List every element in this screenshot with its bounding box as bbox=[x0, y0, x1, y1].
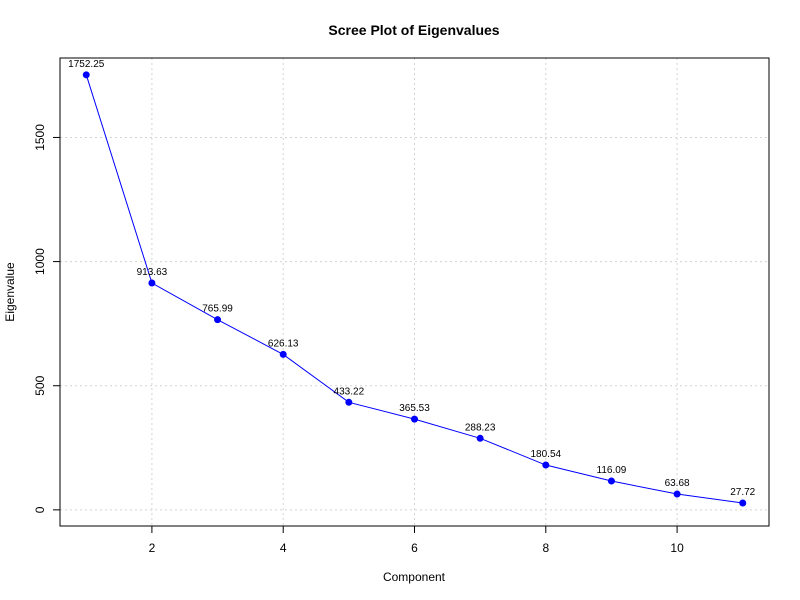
data-point bbox=[607, 477, 615, 485]
x-axis: 2 4 6 8 10 bbox=[149, 526, 684, 555]
data-point bbox=[345, 398, 353, 406]
data-labels: 1752.25 913.63 765.99 626.13 433.22 365.53 288… bbox=[68, 59, 756, 498]
data-point bbox=[279, 350, 287, 358]
data-point bbox=[214, 316, 222, 324]
data-label: 365.53 bbox=[399, 403, 430, 414]
x-tick-label: 6 bbox=[411, 541, 418, 555]
y-tick-label: 1500 bbox=[33, 124, 47, 151]
y-tick-label: 1000 bbox=[33, 248, 47, 275]
data-point bbox=[739, 499, 747, 507]
data-label: 116.09 bbox=[597, 465, 627, 476]
data-point bbox=[82, 71, 90, 79]
data-label: 433.22 bbox=[334, 386, 365, 397]
data-label: 626.13 bbox=[268, 338, 299, 349]
chart-title: Scree Plot of Eigenvalues bbox=[328, 22, 499, 38]
x-tick-label: 10 bbox=[670, 541, 684, 555]
data-point bbox=[148, 279, 156, 287]
data-point bbox=[542, 461, 550, 469]
x-axis-label: Component bbox=[383, 570, 446, 584]
y-axis-label: Eigenvalue bbox=[3, 262, 17, 322]
data-point bbox=[411, 415, 418, 423]
data-label: 913.63 bbox=[137, 267, 168, 278]
data-point bbox=[476, 434, 484, 442]
y-tick-label: 0 bbox=[33, 506, 47, 513]
y-tick-label: 500 bbox=[33, 375, 47, 395]
data-label: 1752.25 bbox=[68, 59, 105, 70]
data-label: 180.54 bbox=[530, 449, 561, 460]
data-label: 63.68 bbox=[665, 478, 690, 489]
y-axis: 0 500 1000 1500 bbox=[33, 124, 60, 513]
series bbox=[82, 71, 747, 507]
x-tick-label: 4 bbox=[280, 541, 287, 555]
x-tick-label: 8 bbox=[542, 541, 549, 555]
x-tick-label: 2 bbox=[149, 541, 156, 555]
data-label: 27.72 bbox=[730, 487, 755, 498]
data-label: 288.23 bbox=[465, 422, 496, 433]
data-label: 765.99 bbox=[202, 304, 233, 315]
grid bbox=[60, 58, 769, 526]
data-point bbox=[673, 490, 681, 498]
